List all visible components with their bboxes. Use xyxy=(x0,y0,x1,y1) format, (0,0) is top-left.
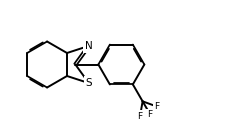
Text: S: S xyxy=(86,78,92,88)
Text: F: F xyxy=(154,102,159,111)
Text: N: N xyxy=(85,41,93,51)
Text: F: F xyxy=(137,112,143,121)
Text: F: F xyxy=(148,110,153,119)
